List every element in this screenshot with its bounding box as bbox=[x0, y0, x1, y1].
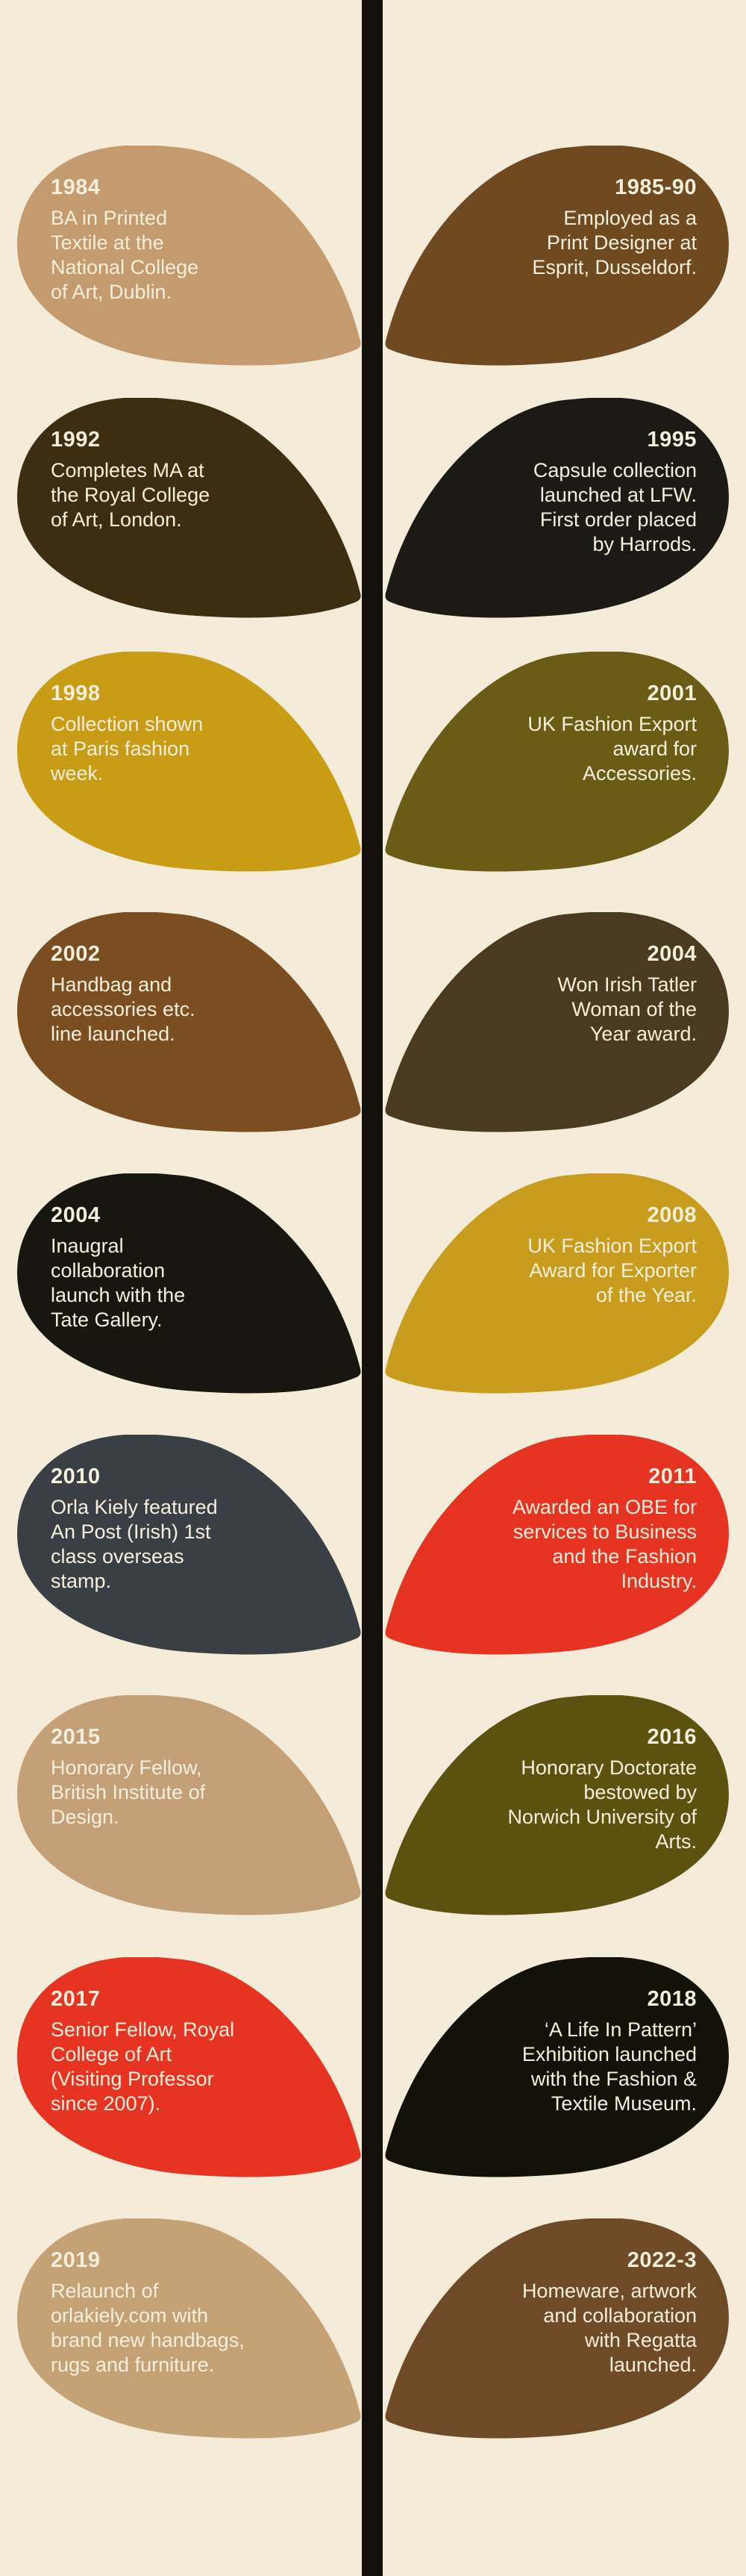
milestone-text: 1992 Completes MA at the Royal College o… bbox=[13, 398, 364, 532]
timeline-leaf: 2015 Honorary Fellow, British Institute … bbox=[13, 1695, 364, 1919]
milestone-year: 2017 bbox=[51, 1987, 101, 2011]
timeline-leaf: 1984 BA in Printed Textile at the Nation… bbox=[13, 146, 364, 369]
milestone-description: UK Fashion Export award for Accessories. bbox=[527, 713, 697, 785]
milestone-year: 2022-3 bbox=[627, 2248, 697, 2272]
timeline-leaf: 2001 UK Fashion Export award for Accesso… bbox=[382, 652, 733, 876]
leaf-icon bbox=[17, 2218, 361, 2439]
leaf-icon bbox=[385, 912, 729, 1132]
milestone-text: 2004 Won Irish Tatler Woman of the Year … bbox=[382, 912, 733, 1047]
milestone-text: 2016 Honorary Doctorate bestowed by Norw… bbox=[382, 1695, 733, 1854]
milestone-description: Won Irish Tatler Woman of the Year award… bbox=[557, 973, 697, 1045]
leaf-icon bbox=[17, 1957, 361, 2177]
milestone-text: 1984 BA in Printed Textile at the Nation… bbox=[13, 146, 364, 305]
milestone-year: 1995 bbox=[647, 428, 697, 452]
milestone-text: 1995 Capsule collection launched at LFW.… bbox=[382, 398, 733, 557]
milestone-year: 2011 bbox=[648, 1465, 697, 1488]
leaf-icon bbox=[17, 146, 361, 366]
milestone-year: 2019 bbox=[51, 2248, 101, 2272]
milestone-text: 1985-90 Employed as a Print Designer at … bbox=[382, 146, 733, 280]
milestone-text: 2004 Inaugral collaboration launch with … bbox=[13, 1173, 364, 1332]
leaf-icon bbox=[385, 1173, 729, 1394]
timeline-leaf: 2011 Awarded an OBE for services to Busi… bbox=[382, 1435, 733, 1659]
timeline-leaf: 2018 ‘A Life In Pattern’ Exhibition laun… bbox=[382, 1957, 733, 2181]
milestone-description: Orla Kiely featured An Post (Irish) 1st … bbox=[51, 1496, 218, 1592]
milestone-text: 2002 Handbag and accessories etc. line l… bbox=[13, 912, 364, 1047]
leaf-icon bbox=[17, 652, 361, 872]
milestone-description: Honorary Fellow, British Institute of De… bbox=[51, 1756, 206, 1828]
milestone-text: 2008 UK Fashion Export Award for Exporte… bbox=[382, 1173, 733, 1308]
milestone-description: Employed as a Print Designer at Esprit, … bbox=[532, 207, 697, 278]
leaf-icon bbox=[385, 2218, 729, 2439]
milestone-text: 2022-3 Homeware, artwork and collaborati… bbox=[382, 2218, 733, 2377]
milestone-description: Honorary Doctorate bestowed by Norwich U… bbox=[507, 1756, 697, 1853]
timeline-leaf: 1995 Capsule collection launched at LFW.… bbox=[382, 398, 733, 622]
leaf-icon bbox=[385, 1435, 729, 1655]
milestone-text: 2019 Relaunch of orlakiely.com with bran… bbox=[13, 2218, 364, 2377]
leaf-icon bbox=[17, 1173, 361, 1394]
milestone-year: 2018 bbox=[647, 1987, 697, 2011]
milestone-description: Relaunch of orlakiely.com with brand new… bbox=[51, 2280, 245, 2376]
timeline-leaf: 2004 Inaugral collaboration launch with … bbox=[13, 1173, 364, 1397]
milestone-description: Collection shown at Paris fashion week. bbox=[51, 713, 204, 785]
timeline-leaf: 1985-90 Employed as a Print Designer at … bbox=[382, 146, 733, 369]
milestone-year: 2004 bbox=[51, 1203, 101, 1227]
timeline-leaf: 1992 Completes MA at the Royal College o… bbox=[13, 398, 364, 622]
timeline-leaf: 2022-3 Homeware, artwork and collaborati… bbox=[382, 2218, 733, 2442]
timeline-leaf: 2016 Honorary Doctorate bestowed by Norw… bbox=[382, 1695, 733, 1919]
timeline-leaf: 2019 Relaunch of orlakiely.com with bran… bbox=[13, 2218, 364, 2442]
milestone-text: 2018 ‘A Life In Pattern’ Exhibition laun… bbox=[382, 1957, 733, 2116]
leaf-icon bbox=[17, 1435, 361, 1655]
milestone-year: 1984 bbox=[51, 175, 101, 199]
leaf-icon bbox=[385, 146, 729, 366]
milestone-year: 2002 bbox=[51, 942, 101, 966]
milestone-description: UK Fashion Export Award for Exporter of … bbox=[527, 1235, 697, 1306]
milestone-year: 2004 bbox=[647, 942, 697, 966]
leaf-icon bbox=[17, 398, 361, 618]
milestone-description: Capsule collection launched at LFW. Firs… bbox=[533, 459, 697, 555]
leaf-icon bbox=[385, 398, 729, 618]
milestone-text: 1998 Collection shown at Paris fashion w… bbox=[13, 652, 364, 786]
timeline-leaf: 2008 UK Fashion Export Award for Exporte… bbox=[382, 1173, 733, 1397]
milestone-description: Homeware, artwork and collaboration with… bbox=[521, 2280, 697, 2376]
milestone-description: ‘A Life In Pattern’ Exhibition launched … bbox=[521, 2018, 697, 2115]
milestone-year: 1992 bbox=[51, 428, 101, 452]
milestone-description: Completes MA at the Royal College of Art… bbox=[51, 459, 210, 531]
milestone-text: 2010 Orla Kiely featured An Post (Irish)… bbox=[13, 1435, 364, 1594]
milestone-year: 2010 bbox=[51, 1465, 101, 1488]
leaf-icon bbox=[385, 652, 729, 872]
milestone-description: Awarded an OBE for services to Business … bbox=[512, 1496, 697, 1592]
milestone-text: 2017 Senior Fellow, Royal College of Art… bbox=[13, 1957, 364, 2116]
timeline-leaf: 1998 Collection shown at Paris fashion w… bbox=[13, 652, 364, 876]
milestone-year: 2001 bbox=[647, 682, 697, 705]
milestone-description: Senior Fellow, Royal College of Art (Vis… bbox=[51, 2018, 235, 2115]
milestone-year: 2015 bbox=[51, 1725, 101, 1749]
milestone-year: 1985-90 bbox=[615, 175, 697, 199]
milestone-text: 2011 Awarded an OBE for services to Busi… bbox=[382, 1435, 733, 1594]
leaf-icon bbox=[385, 1957, 729, 2177]
leaf-icon bbox=[17, 1695, 361, 1915]
timeline-leaf: 2004 Won Irish Tatler Woman of the Year … bbox=[382, 912, 733, 1136]
timeline-leaf: 2010 Orla Kiely featured An Post (Irish)… bbox=[13, 1435, 364, 1659]
timeline-stem bbox=[362, 0, 383, 2576]
milestone-year: 2016 bbox=[647, 1725, 697, 1749]
milestone-text: 2015 Honorary Fellow, British Institute … bbox=[13, 1695, 364, 1830]
leaf-icon bbox=[385, 1695, 729, 1915]
milestone-description: Handbag and accessories etc. line launch… bbox=[51, 973, 195, 1045]
timeline-leaf: 2002 Handbag and accessories etc. line l… bbox=[13, 912, 364, 1136]
leaf-icon bbox=[17, 912, 361, 1132]
milestone-year: 1998 bbox=[51, 682, 101, 705]
timeline-leaf: 2017 Senior Fellow, Royal College of Art… bbox=[13, 1957, 364, 2181]
milestone-description: BA in Printed Textile at the National Co… bbox=[51, 207, 199, 303]
milestone-year: 2008 bbox=[647, 1203, 697, 1227]
milestone-description: Inaugral collaboration launch with the T… bbox=[51, 1235, 186, 1331]
milestone-text: 2001 UK Fashion Export award for Accesso… bbox=[382, 652, 733, 786]
